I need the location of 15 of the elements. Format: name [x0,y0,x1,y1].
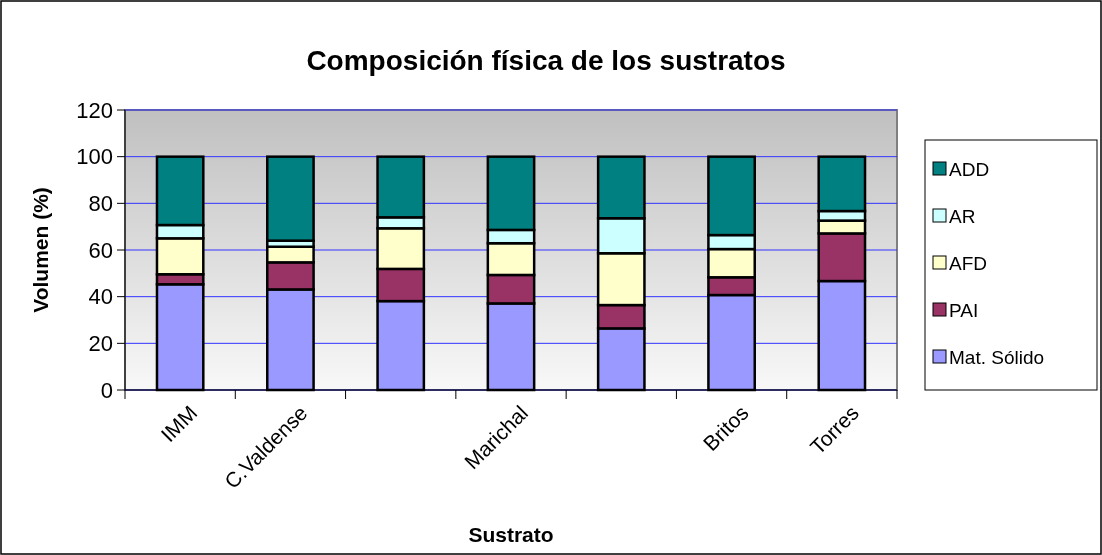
legend-label: ADD [949,158,990,180]
y-tick-label: 0 [100,377,113,403]
y-tick-label: 40 [88,284,113,310]
y-tick-label: 60 [88,237,113,263]
legend-label: AFD [949,252,987,274]
legend-label: Mat. Sólido [949,346,1045,368]
legend-label: AR [949,205,976,227]
y-axis-title: Volumen (%) [29,187,52,313]
y-tick-label: 100 [76,144,113,170]
legend-label: PAI [949,299,979,321]
x-axis-title: Sustrato [468,523,554,546]
chart-title: Composición física de los sustratos [306,45,786,76]
y-tick-label: 20 [88,331,113,357]
y-tick-label: 120 [76,97,113,123]
y-tick-label: 80 [88,191,113,217]
